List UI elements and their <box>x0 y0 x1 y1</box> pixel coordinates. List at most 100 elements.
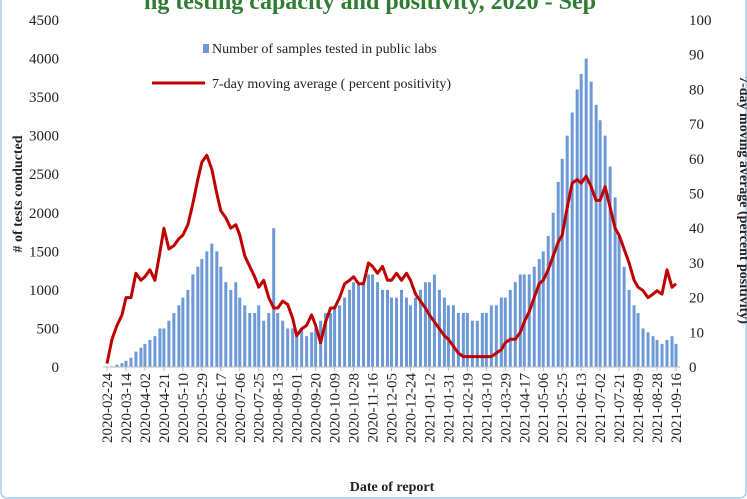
x-axis-label: Date of report <box>350 480 435 495</box>
bar <box>281 320 285 367</box>
bar <box>513 282 517 367</box>
bar <box>427 282 431 367</box>
x-tick-label: 2020-11-16 <box>366 373 382 443</box>
bar <box>399 289 403 367</box>
x-tick-label: 2021-03-29 <box>498 373 514 443</box>
x-tick-label: 2021-05-25 <box>555 373 571 443</box>
y-tick-label: 4000 <box>29 52 59 68</box>
bar <box>276 313 280 367</box>
x-tick-label: 2021-04-17 <box>517 373 533 443</box>
bar <box>451 305 455 367</box>
bar <box>134 351 138 367</box>
y2-tick-label: 0 <box>689 360 697 376</box>
bar <box>655 340 659 367</box>
x-tick-label: 2020-12-24 <box>403 373 419 443</box>
bar <box>556 181 560 367</box>
y-axis-label: # of tests conducted <box>11 135 26 252</box>
bar <box>371 274 375 367</box>
bar <box>494 305 498 367</box>
bar <box>291 328 295 367</box>
bar <box>641 328 645 367</box>
bar <box>518 274 522 367</box>
y2-tick-label: 80 <box>689 82 704 98</box>
bar <box>177 305 181 367</box>
x-tick-label: 2020-12-05 <box>385 373 401 443</box>
y2-tick-label: 30 <box>689 256 704 272</box>
bar <box>234 282 238 367</box>
bar <box>143 343 147 367</box>
bar <box>295 336 299 367</box>
bar <box>205 251 209 367</box>
y-tick-label: 2000 <box>29 206 59 222</box>
bar <box>386 289 390 367</box>
y-tick-label: 3500 <box>29 90 59 106</box>
bar <box>470 320 474 367</box>
bar <box>390 297 393 367</box>
bar <box>594 104 598 368</box>
bar <box>376 282 380 367</box>
bar <box>575 89 579 368</box>
bar <box>272 228 276 367</box>
bar <box>248 313 252 367</box>
x-tick-label: 2020-02-24 <box>100 373 116 443</box>
bar <box>551 212 555 367</box>
bar <box>352 282 356 367</box>
bar <box>238 297 242 367</box>
bar <box>348 289 352 367</box>
x-tick-label: 2020-08-13 <box>271 373 287 443</box>
bar <box>636 313 640 367</box>
y-tick-label: 3000 <box>29 129 59 145</box>
y2-tick-label: 10 <box>689 325 704 341</box>
bar <box>172 313 176 367</box>
bar <box>158 328 162 367</box>
bar <box>408 305 412 367</box>
bar <box>404 297 408 367</box>
bar <box>503 297 507 367</box>
y2-tick-label: 50 <box>689 187 704 203</box>
bar <box>381 289 385 367</box>
x-tick-label: 2021-01-31 <box>441 373 457 443</box>
bar <box>499 297 503 367</box>
x-tick-label: 2020-09-01 <box>290 373 306 443</box>
bar <box>579 73 583 367</box>
bar <box>461 313 465 367</box>
bar <box>537 259 541 367</box>
bar <box>120 363 124 367</box>
bar <box>229 289 233 367</box>
bar <box>181 297 185 367</box>
y-tick-label: 1000 <box>29 283 59 299</box>
y-tick-label: 4500 <box>29 13 59 29</box>
x-tick-label: 2020-09-20 <box>309 373 325 443</box>
x-tick-label: 2021-05-06 <box>536 373 552 443</box>
y2-axis-label: 7-day moving average (percent positivity… <box>736 76 747 324</box>
bar <box>617 235 621 367</box>
bar <box>219 266 223 367</box>
bar <box>613 197 617 367</box>
bar <box>632 305 636 367</box>
x-tick-label: 2020-04-21 <box>157 373 173 443</box>
x-tick-label: 2021-02-19 <box>460 373 476 443</box>
bar <box>200 259 204 367</box>
bar <box>508 289 512 367</box>
y2-tick-label: 20 <box>689 291 704 307</box>
y-tick-label: 0 <box>52 360 60 376</box>
x-tick-label: 2020-03-14 <box>119 373 135 443</box>
x-tick-label: 2020-06-17 <box>214 373 230 443</box>
bar <box>532 266 536 367</box>
bar <box>665 340 669 367</box>
x-tick-label: 2021-07-21 <box>612 373 628 443</box>
y2-tick-label: 100 <box>689 13 712 29</box>
bar <box>546 235 550 367</box>
bar <box>484 313 488 367</box>
bar <box>243 305 247 367</box>
x-tick-label: 2021-01-12 <box>422 373 438 443</box>
bar <box>300 328 304 367</box>
bar <box>608 166 612 367</box>
x-tick-label: 2020-05-29 <box>195 373 211 443</box>
x-tick-label: 2020-07-25 <box>252 373 268 443</box>
bar <box>394 297 398 367</box>
bar <box>333 305 337 367</box>
bar <box>262 320 266 367</box>
bar <box>215 251 219 367</box>
